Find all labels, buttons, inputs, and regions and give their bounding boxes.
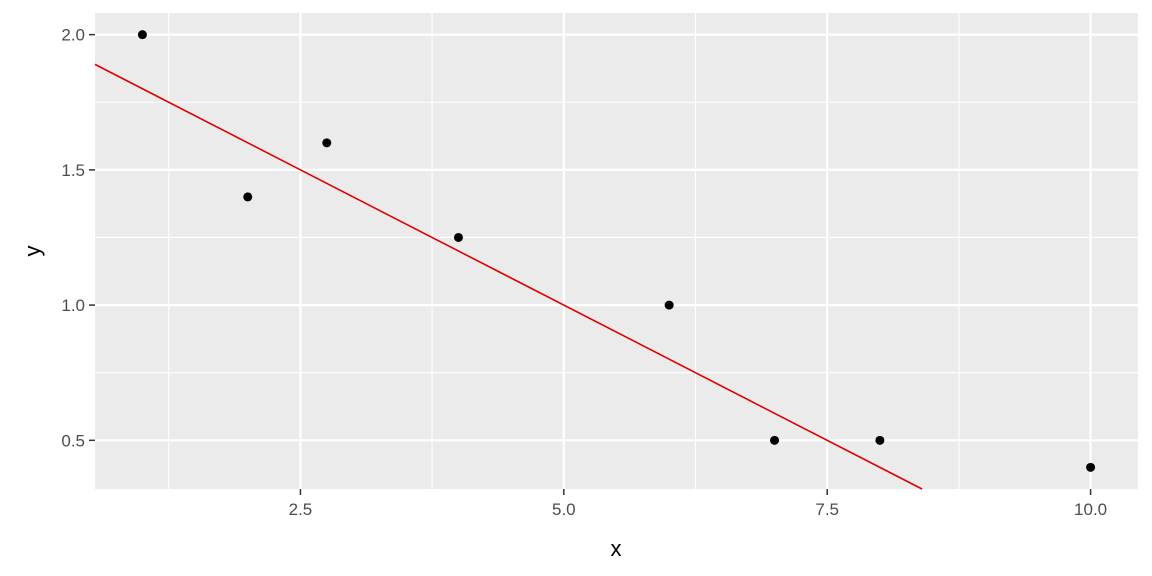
y-axis: 0.5 1.0 1.5 2.0 — [61, 26, 95, 450]
y-tick-label: 1.5 — [61, 161, 85, 180]
regression-line — [94, 63, 923, 490]
y-axis-title: y — [20, 246, 45, 257]
data-point — [453, 232, 463, 242]
y-tick-label: 2.0 — [61, 26, 85, 45]
regression-line-group — [94, 63, 923, 490]
data-point — [243, 192, 253, 202]
plot-panel — [95, 13, 1138, 489]
data-point — [137, 30, 147, 40]
data-point — [322, 138, 332, 148]
x-tick-label: 10.0 — [1074, 500, 1107, 519]
minor-gridlines — [95, 13, 1138, 489]
x-tick-label: 7.5 — [815, 500, 839, 519]
x-axis-title: x — [611, 536, 622, 561]
x-tick-label: 5.0 — [552, 500, 576, 519]
data-point — [664, 300, 674, 310]
x-tick-label: 2.5 — [289, 500, 313, 519]
data-point — [875, 435, 885, 445]
y-tick-label: 1.0 — [61, 296, 85, 315]
data-points — [137, 30, 1096, 472]
x-axis: 2.5 5.0 7.5 10.0 — [289, 489, 1107, 519]
y-tick-label: 0.5 — [61, 431, 85, 450]
data-point — [1086, 462, 1096, 472]
major-gridlines — [95, 13, 1138, 489]
data-point — [770, 435, 780, 445]
